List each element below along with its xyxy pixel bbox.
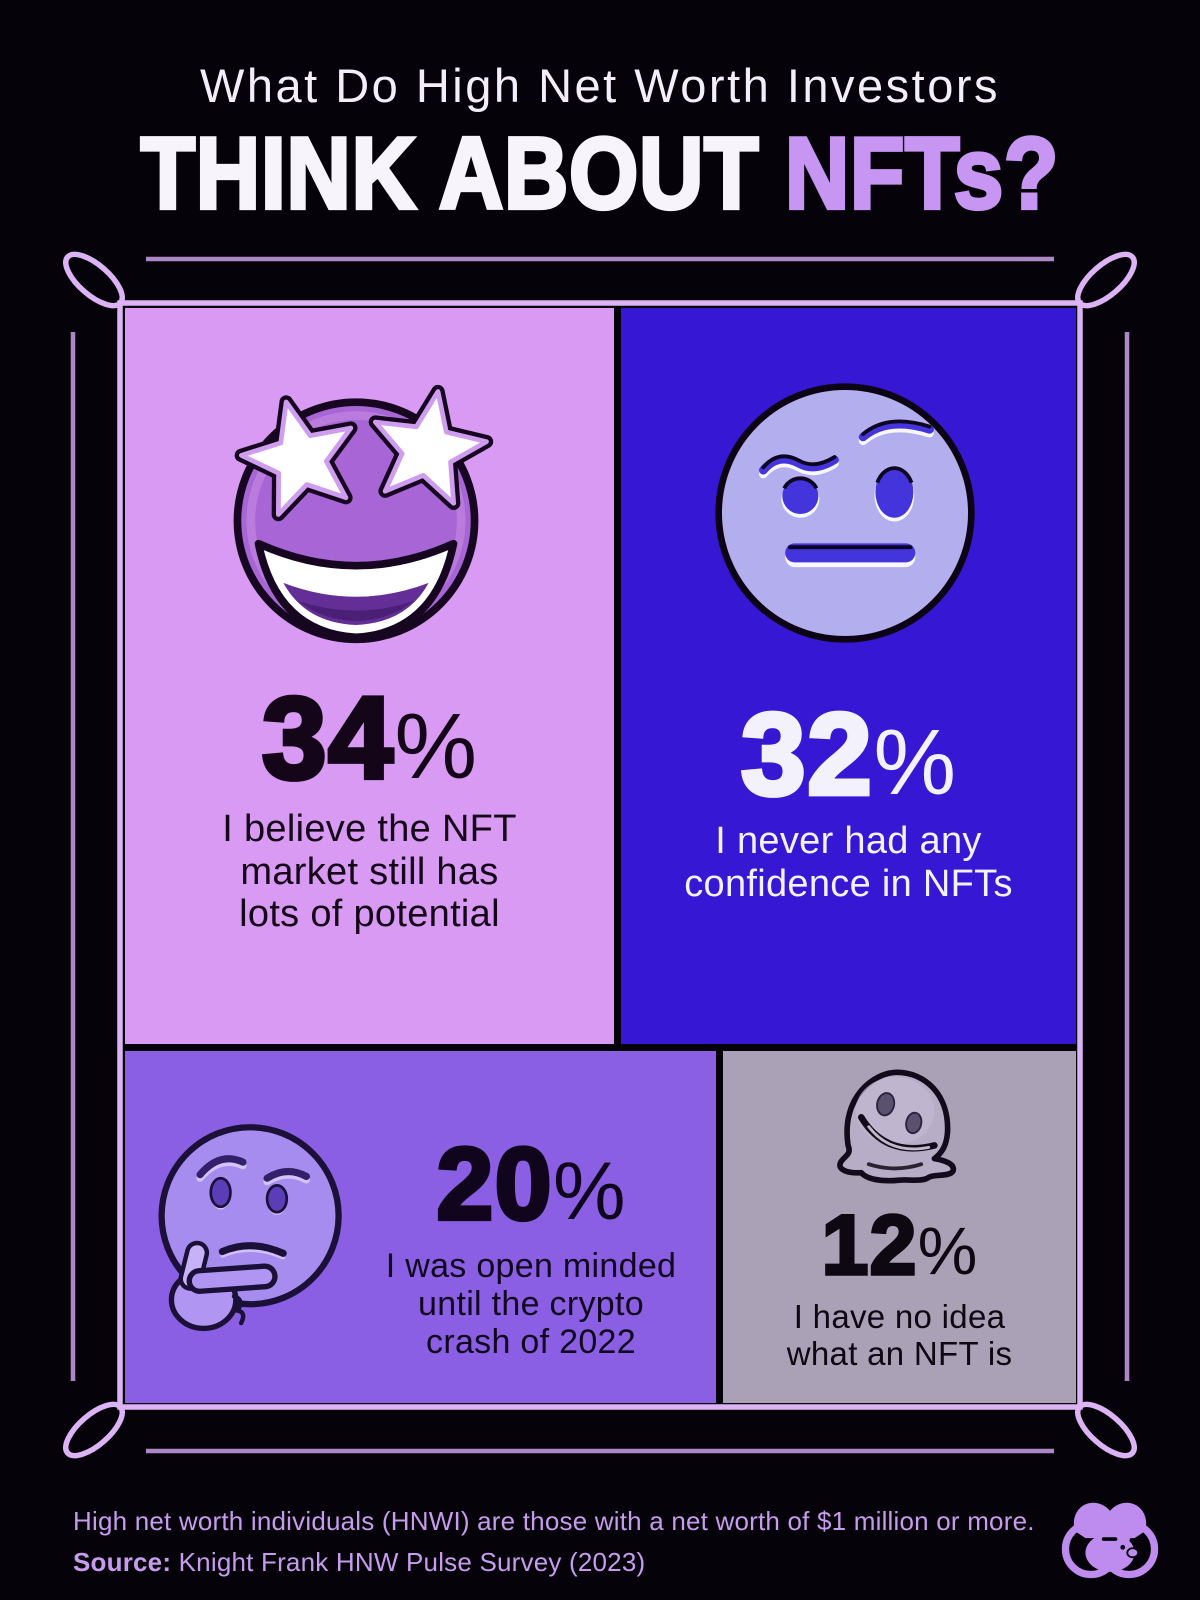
percent-sign: % xyxy=(552,1146,626,1237)
percent-digits: 32 xyxy=(739,689,875,819)
quadrant-caption: I never had any confidence in NFTs xyxy=(684,820,1013,905)
quadrant-caption: I have no idea what an NFT is xyxy=(786,1298,1013,1372)
source-line: Source: Knight Frank HNW Pulse Survey (2… xyxy=(73,1547,1035,1578)
quadrant-caption: I believe the NFT market still has lots … xyxy=(222,808,517,936)
quadrant-open-minded: 20% I was open minded until the crypto c… xyxy=(125,1051,716,1403)
title-eyebrow: What Do High Net Worth Investors xyxy=(199,59,1001,112)
percent-digits: 34 xyxy=(260,673,396,803)
melting-face-emoji xyxy=(837,1069,957,1184)
quadrant-no-idea: 12% I have no idea what an NFT is xyxy=(723,1051,1076,1403)
frame-loop-bottom-right xyxy=(1075,1401,1137,1459)
star-struck-emoji xyxy=(233,384,494,644)
emoji-face xyxy=(715,383,975,643)
quadrant-value: 34% xyxy=(125,678,614,799)
percent-sign: % xyxy=(873,710,957,814)
headline-white: THINK ABOUT xyxy=(139,118,760,230)
publisher-logo-piggy-binoculars-icon xyxy=(1061,1502,1159,1579)
thinking-face-emoji xyxy=(158,1124,342,1332)
source-label: Source: xyxy=(73,1547,172,1577)
footnote-text: High net worth individuals (HNWI) are th… xyxy=(73,1506,1035,1536)
face-with-raised-eyebrow-emoji xyxy=(715,383,975,643)
percent-sign: % xyxy=(917,1214,978,1289)
source-text: Knight Frank HNW Pulse Survey (2023) xyxy=(178,1547,646,1577)
quadrant-value: 32% xyxy=(621,694,1076,815)
quadrant-potential: 34% I believe the NFT market still has l… xyxy=(125,308,614,1044)
percent-digits: 20 xyxy=(434,1127,553,1241)
frame-loop-bottom-left xyxy=(63,1401,125,1459)
quadrant-no-confidence: 32% I never had any confidence in NFTs xyxy=(621,308,1076,1044)
quadrant-value: 20% xyxy=(345,1131,717,1237)
quadrant-caption: I was open minded until the crypto crash… xyxy=(385,1247,677,1362)
page-title: THINK ABOUT NFTs? xyxy=(72,121,1128,226)
quadrant-value: 12% xyxy=(723,1201,1076,1289)
percent-digits: 12 xyxy=(820,1198,918,1292)
footer: High net worth individuals (HNWI) are th… xyxy=(73,1506,1035,1578)
frame-loop-top-right xyxy=(1075,251,1137,309)
frame-loop-top-left xyxy=(63,251,125,309)
headline-accent: NFTs? xyxy=(783,118,1060,230)
percent-sign: % xyxy=(394,694,478,798)
